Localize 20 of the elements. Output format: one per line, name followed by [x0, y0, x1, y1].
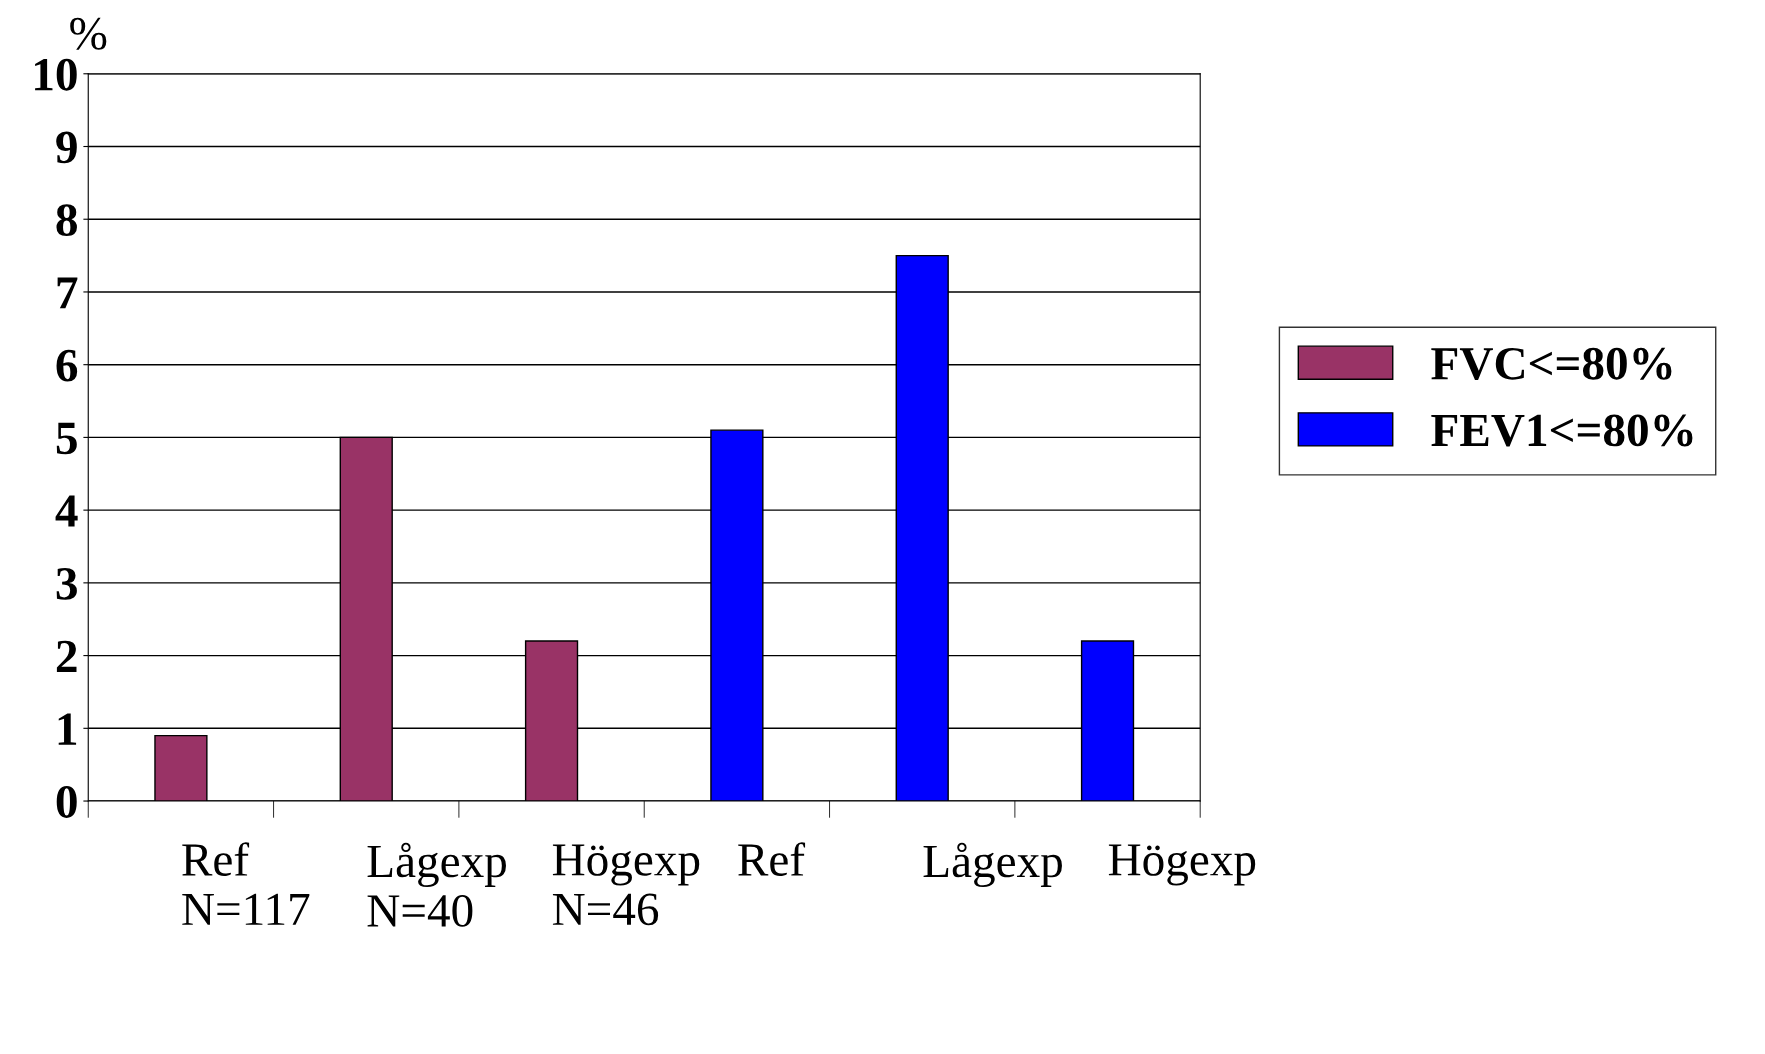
x-tick-label: Ref: [738, 842, 806, 876]
y-tick-label: 9: [56, 131, 77, 164]
x-tick-label: Lågexp: [923, 842, 1062, 888]
y-tick-label: 2: [56, 640, 77, 672]
x-tick-label: Ref N=117: [182, 842, 310, 925]
y-tick-label: 7: [57, 277, 78, 309]
y-tick-label: 6: [56, 349, 78, 382]
x-tick-label: Lågexp N=40: [367, 842, 506, 927]
y-tick-label: 4: [55, 495, 78, 527]
y-tick-label: 10: [35, 58, 77, 91]
y-tick-label: 8: [56, 204, 77, 237]
y-axis-title: %: [70, 17, 107, 50]
legend-label: FVC<=80%: [1431, 347, 1672, 380]
y-tick-label: 1: [58, 713, 77, 745]
x-tick-label: Högexp N=46: [552, 844, 700, 926]
y-tick-label: 5: [56, 422, 77, 455]
y-tick-label: 3: [56, 567, 77, 600]
x-tick-label: Högexp: [1108, 844, 1256, 886]
legend-label: FEV1<=80%: [1431, 414, 1693, 447]
y-tick-label: 0: [56, 786, 77, 818]
